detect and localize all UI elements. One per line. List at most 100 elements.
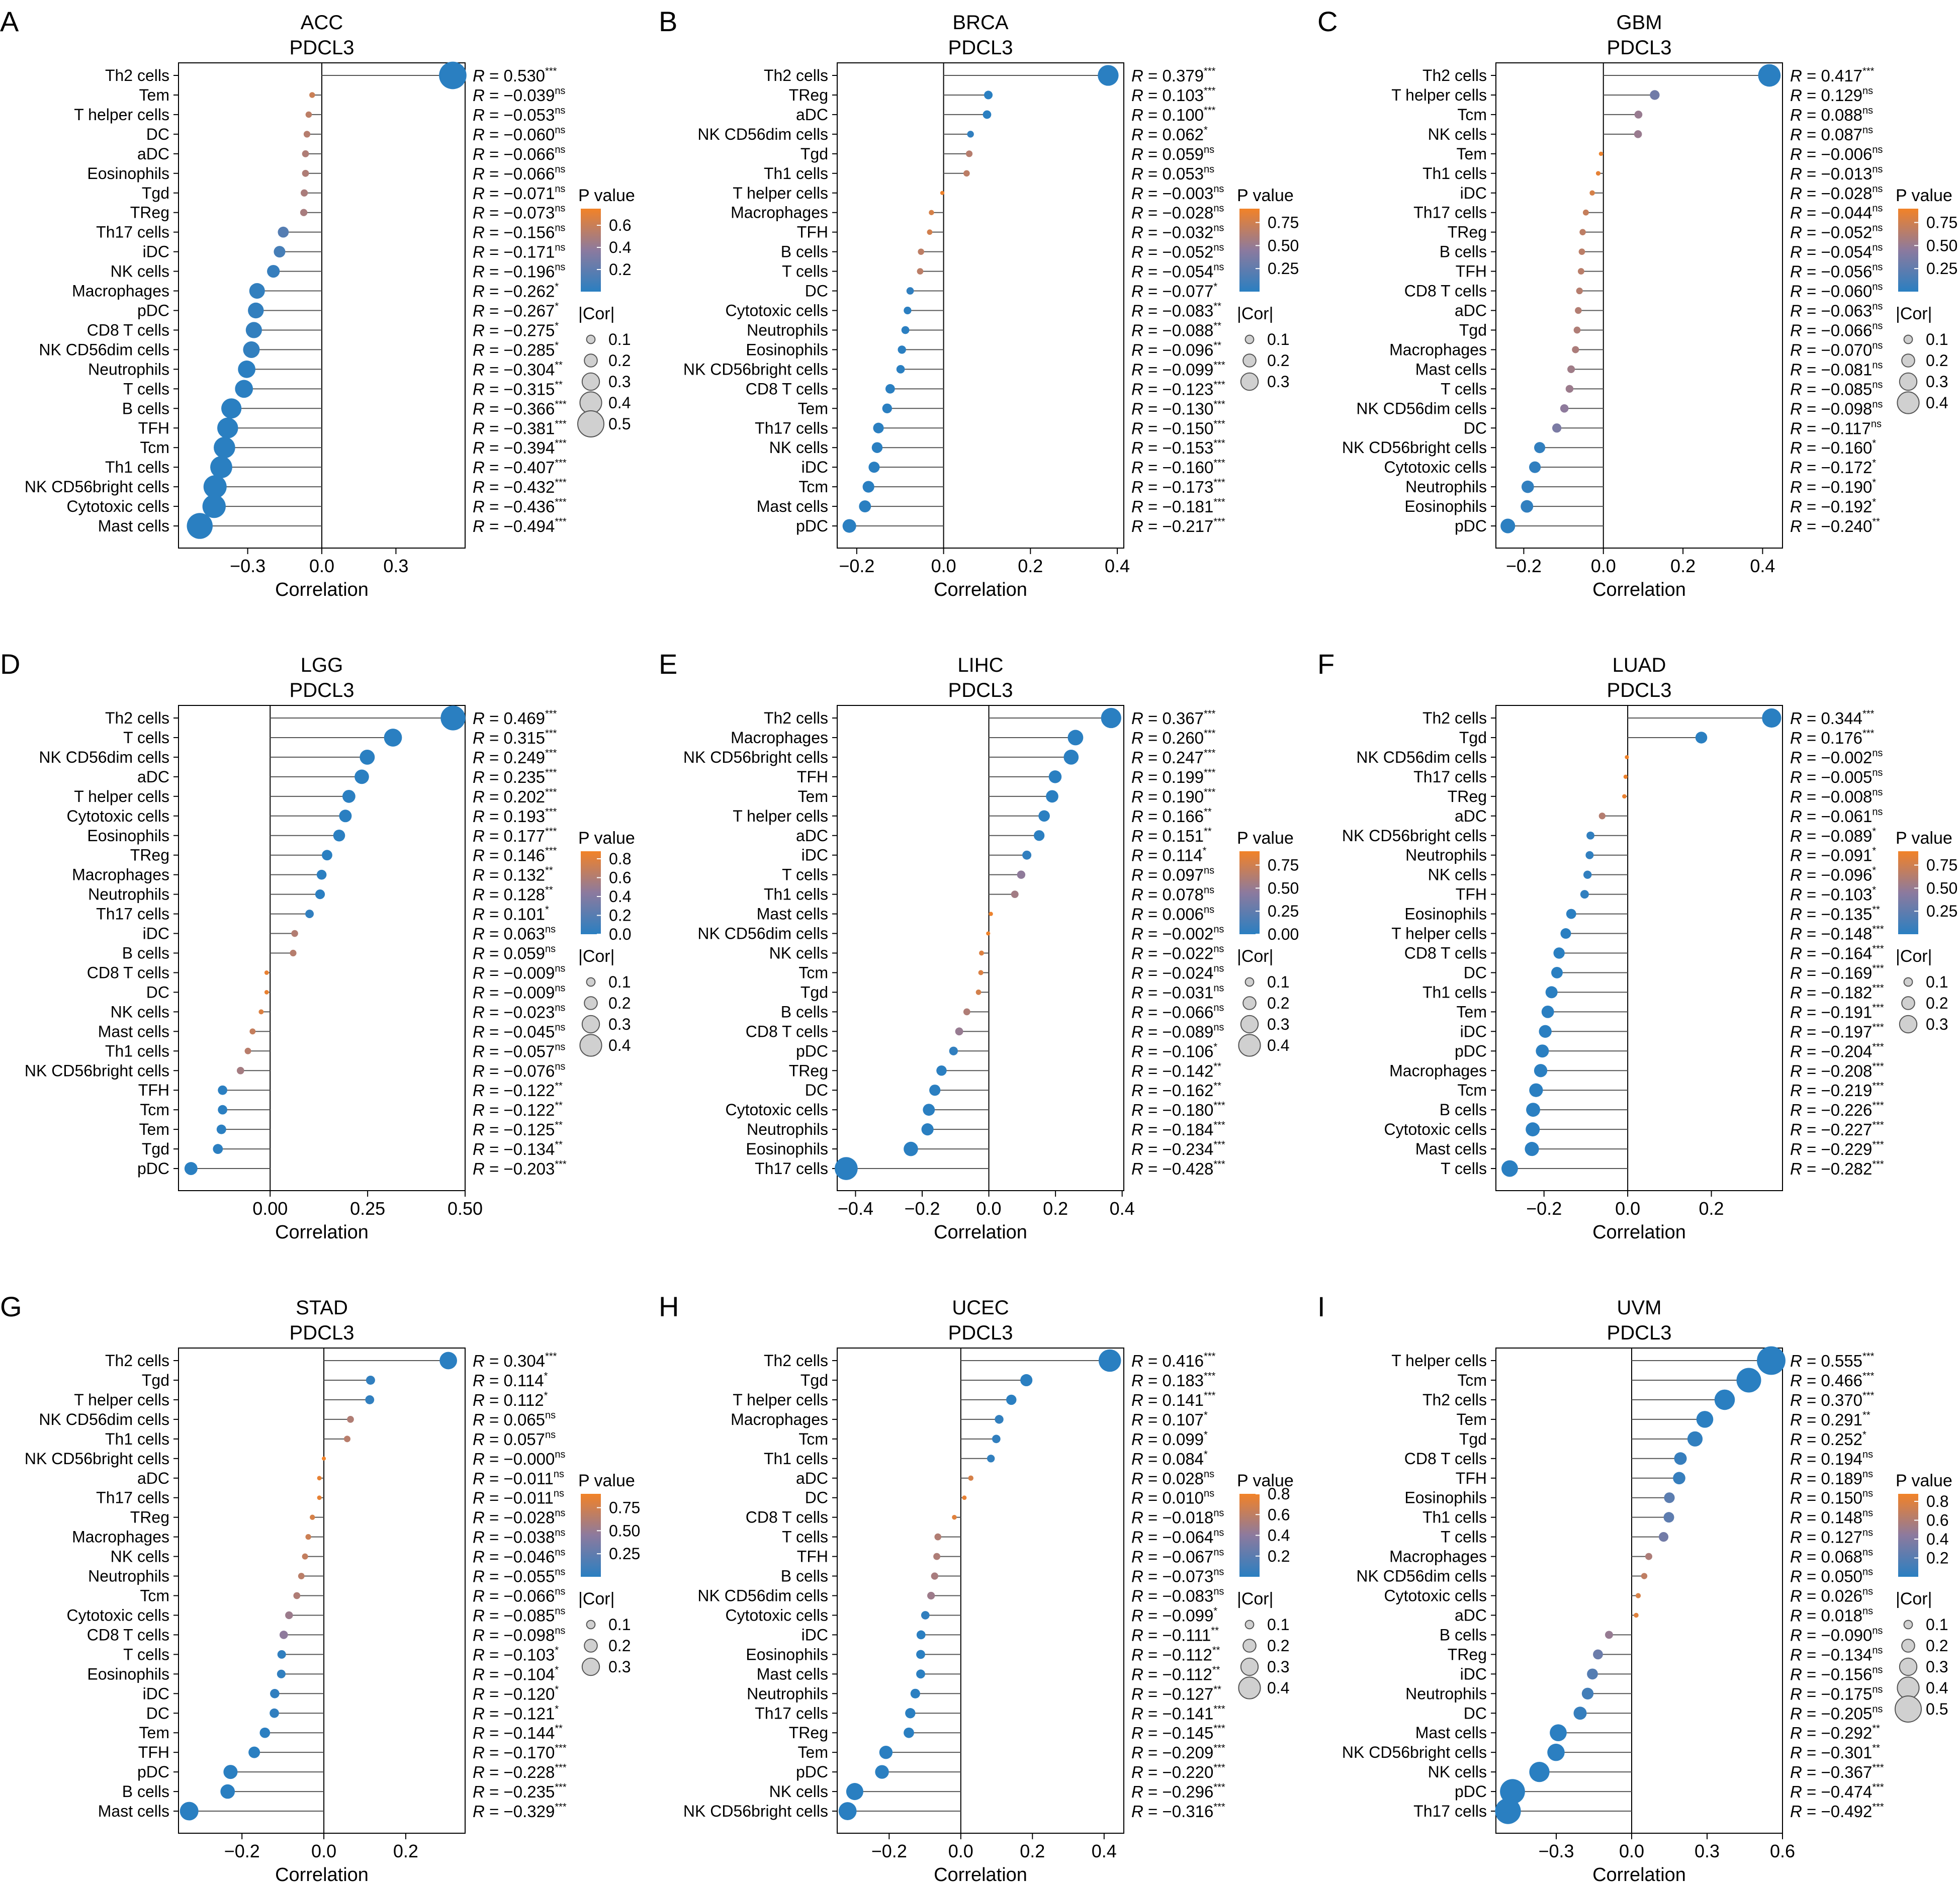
- r-value: = −0.226: [1802, 1101, 1872, 1119]
- significance-mark: **: [1213, 1061, 1221, 1072]
- r-symbol: R: [473, 1743, 485, 1762]
- significance-mark: ***: [1872, 1002, 1884, 1013]
- r-symbol: R: [1790, 184, 1802, 203]
- r-value: = −0.045: [485, 1022, 555, 1041]
- r-value-annotation: R = −0.227***: [1790, 1120, 1884, 1139]
- r-symbol: R: [1131, 1430, 1143, 1449]
- cor-legend-label: 0.2: [1926, 1637, 1948, 1655]
- r-value-annotation: R = 0.097ns: [1131, 865, 1214, 884]
- significance-mark: **: [1211, 1625, 1219, 1636]
- lollipop-dot: [214, 436, 235, 459]
- r-symbol: R: [473, 1548, 485, 1566]
- significance-mark: ns: [1213, 982, 1224, 994]
- r-value: = −0.002: [1143, 925, 1213, 943]
- cell-type-label: Cytotoxic cells: [1384, 1120, 1487, 1138]
- cell-type-label: Tgd: [142, 1371, 169, 1389]
- significance-mark: ***: [1872, 1022, 1884, 1033]
- r-value-annotation: R = 0.141***: [1131, 1390, 1216, 1409]
- r-value-annotation: R = −0.028ns: [1131, 203, 1224, 222]
- r-value-annotation: R = −0.038ns: [473, 1528, 565, 1547]
- significance-mark: ***: [1872, 1041, 1884, 1052]
- r-value: = −0.160: [1143, 458, 1213, 477]
- r-symbol: R: [1131, 1802, 1143, 1821]
- cell-type-label: Neutrophils: [88, 360, 169, 378]
- significance-mark: ***: [545, 1351, 557, 1362]
- cell-type-label: Neutrophils: [747, 1120, 828, 1138]
- r-value-annotation: R = −0.089ns: [1131, 1022, 1224, 1041]
- cell-type-label: Macrophages: [72, 1528, 169, 1546]
- r-symbol: R: [1790, 963, 1802, 982]
- r-value-annotation: R = 0.084*: [1131, 1449, 1208, 1468]
- r-value-annotation: R = 0.078ns: [1131, 885, 1214, 904]
- lollipop-dot: [1565, 385, 1574, 393]
- r-value-annotation: R = 0.053ns: [1131, 164, 1214, 183]
- cell-type-label: NK cells: [1428, 1763, 1487, 1781]
- significance-mark: ***: [555, 1802, 567, 1813]
- cell-type-label: TReg: [789, 1724, 828, 1742]
- r-value: = 0.129: [1802, 86, 1862, 105]
- r-value: = −0.228: [485, 1763, 555, 1781]
- significance-mark: *: [544, 1371, 548, 1382]
- cell-type-label: Neutrophils: [88, 1567, 169, 1585]
- lollipop-dot: [936, 1065, 947, 1076]
- plot-frame: [1495, 1348, 1783, 1834]
- significance-mark: *: [555, 340, 559, 351]
- r-value-annotation: R = 0.166**: [1131, 806, 1212, 826]
- r-value: = −0.275: [485, 321, 555, 339]
- cell-type-label: Cytotoxic cells: [67, 497, 170, 515]
- significance-mark: ***: [1862, 66, 1875, 77]
- r-symbol: R: [473, 1587, 485, 1605]
- r-value-annotation: R = 0.088ns: [1790, 105, 1873, 124]
- significance-mark: ns: [1204, 885, 1214, 896]
- lollipop-dot: [868, 462, 880, 473]
- lollipop-dot: [916, 1630, 926, 1640]
- r-symbol: R: [1790, 1528, 1802, 1547]
- lollipop-dot: [978, 970, 984, 975]
- r-value-annotation: R = −0.039ns: [473, 85, 565, 105]
- r-value-annotation: R = −0.148***: [1790, 924, 1884, 943]
- p-value-colorbar: [581, 1494, 601, 1577]
- significance-mark: ***: [555, 1743, 567, 1754]
- r-value: = 0.053: [1143, 164, 1204, 183]
- r-value-annotation: R = −0.125**: [473, 1120, 563, 1139]
- cor-legend-circle: [1244, 334, 1255, 344]
- panel-subtitle: PDCL3: [290, 679, 354, 701]
- lollipop-dot: [904, 306, 912, 315]
- r-symbol: R: [1790, 66, 1802, 85]
- cor-legend-label: 0.3: [1267, 1658, 1289, 1676]
- r-value-annotation: R = −0.054ns: [1131, 262, 1224, 281]
- r-symbol: R: [473, 1061, 485, 1080]
- r-symbol: R: [1790, 1352, 1802, 1370]
- cell-type-label: Mast cells: [98, 1802, 169, 1820]
- cell-type-label: Eosinophils: [1404, 497, 1487, 515]
- lollipop-dot: [995, 1415, 1004, 1424]
- cell-type-label: Tcm: [1457, 1081, 1487, 1099]
- r-value: = −0.104: [485, 1665, 555, 1683]
- r-value: = −0.217: [1143, 517, 1213, 535]
- r-symbol: R: [473, 1528, 485, 1547]
- cell-type-label: Eosinophils: [87, 164, 169, 183]
- cell-type-label: TFH: [797, 223, 828, 241]
- colorbar-tick-label: 0.8: [609, 850, 631, 868]
- significance-mark: ns: [1872, 262, 1883, 273]
- r-value: = 0.193: [485, 807, 545, 826]
- cor-legend-circle: [1899, 1657, 1918, 1676]
- lollipop-dot: [921, 1123, 934, 1136]
- cell-type-label: NK CD56dim cells: [697, 925, 828, 943]
- r-symbol: R: [473, 1081, 485, 1100]
- panel-subtitle: PDCL3: [1607, 1322, 1672, 1344]
- r-value-annotation: R = −0.061ns: [1790, 806, 1883, 826]
- r-value: = 0.062: [1143, 125, 1204, 144]
- lollipop-dot: [316, 869, 327, 880]
- r-symbol: R: [473, 1645, 485, 1664]
- cell-type-label: Eosinophils: [1404, 905, 1487, 923]
- significance-mark: ***: [1872, 944, 1884, 955]
- panel-subtitle: PDCL3: [1607, 679, 1672, 701]
- r-symbol: R: [1131, 866, 1143, 884]
- r-value: = 0.344: [1802, 709, 1862, 728]
- r-value: = 0.183: [1143, 1371, 1204, 1390]
- p-value-colorbar: [1898, 851, 1918, 934]
- significance-mark: ns: [1871, 418, 1882, 429]
- r-value: = −0.432: [485, 478, 555, 496]
